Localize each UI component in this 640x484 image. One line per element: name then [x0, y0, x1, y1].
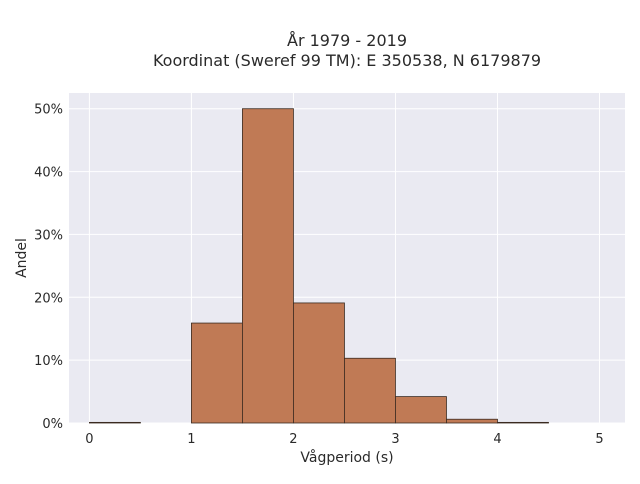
y-tick-label: 0%	[42, 417, 63, 432]
y-tick-label: 50%	[34, 103, 63, 118]
histogram-bar	[242, 108, 294, 424]
histogram-bar	[191, 322, 243, 424]
histogram-bar	[395, 396, 447, 424]
y-axis-label: Andel	[14, 238, 30, 278]
x-tick-label: 5	[595, 432, 603, 447]
x-tick-label: 3	[391, 432, 399, 447]
x-axis-label: Vågperiod (s)	[300, 449, 393, 466]
y-tick-label: 40%	[34, 166, 63, 181]
x-tick-label: 0	[85, 432, 93, 447]
chart-title-line2: Koordinat (Sweref 99 TM): E 350538, N 61…	[153, 51, 541, 70]
x-tick-label: 1	[187, 432, 195, 447]
histogram-bar	[344, 357, 396, 424]
x-tick-label: 4	[493, 432, 501, 447]
chart-title-line1: År 1979 - 2019	[287, 31, 407, 50]
histogram-bar	[293, 302, 345, 424]
axis-tick-labels: 0 1 2 3 4 50%10%20%30%40%50%	[34, 103, 604, 447]
x-tick-label: 2	[289, 432, 297, 447]
histogram-bars	[89, 108, 549, 424]
histogram-bar	[446, 418, 498, 424]
histogram-bar	[89, 421, 141, 424]
histogram-bar	[497, 421, 549, 424]
y-tick-label: 30%	[34, 228, 63, 243]
y-tick-label: 10%	[34, 354, 63, 369]
y-tick-label: 20%	[34, 291, 63, 306]
